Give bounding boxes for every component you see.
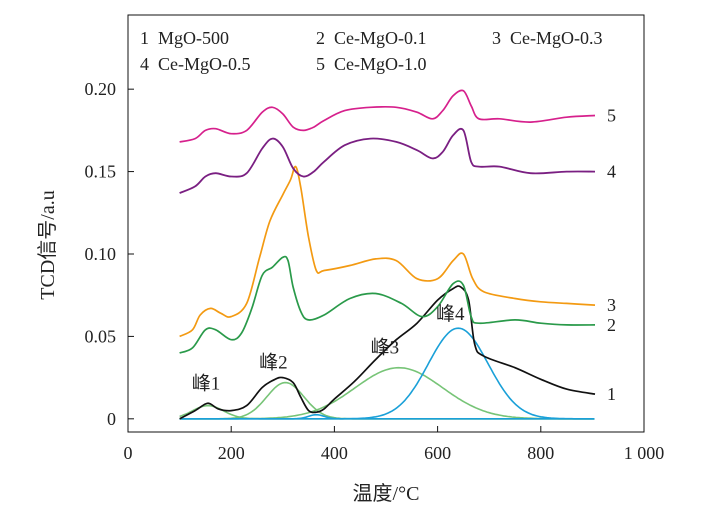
x-tick-label: 400 (321, 443, 348, 463)
series-line (179, 255, 596, 354)
x-axis-ticks: 0 200 400 600 800 1 000 (124, 426, 665, 463)
peak-labels: 峰1 峰2 峰3 峰4 (192, 303, 465, 394)
data-series (179, 89, 596, 420)
x-tick-label: 0 (124, 443, 133, 463)
fitted-peaks (179, 327, 595, 420)
fitted-peak-curve (179, 413, 595, 420)
y-tick-label: 0.05 (85, 326, 117, 346)
y-tick-label: 0.15 (85, 162, 117, 182)
legend-entry-5: 5 Ce-MgO-1.0 (316, 54, 427, 74)
curve-label: 2 (607, 315, 616, 335)
series-line (179, 285, 596, 420)
y-tick-label: 0.20 (85, 79, 117, 99)
y-tick-label: 0.10 (85, 244, 117, 264)
peak-label: 峰1 (192, 373, 221, 395)
peak-label: 峰3 (371, 337, 400, 359)
series-line (179, 89, 596, 143)
series-line (179, 165, 596, 338)
curve-label: 4 (607, 162, 616, 182)
curve-label: 5 (607, 106, 616, 126)
legend-entry-2: 2 Ce-MgO-0.1 (316, 28, 427, 48)
y-axis-ticks: 0 0.05 0.10 0.15 0.20 (85, 79, 134, 429)
legend: 1 MgO-500 2 Ce-MgO-0.1 3 Ce-MgO-0.3 4 Ce… (140, 28, 603, 74)
x-tick-label: 800 (527, 443, 554, 463)
y-axis-label: TCD信号/a.u (36, 190, 59, 299)
x-tick-label: 600 (424, 443, 451, 463)
legend-entry-4: 4 Ce-MgO-0.5 (140, 54, 251, 74)
legend-entry-1: 1 MgO-500 (140, 28, 229, 48)
series-line (179, 127, 596, 194)
x-tick-label: 1 000 (624, 443, 665, 463)
peak-label: 峰2 (259, 352, 288, 374)
plot-frame (127, 14, 645, 433)
curve-label: 3 (607, 295, 616, 315)
legend-entry-3: 3 Ce-MgO-0.3 (492, 28, 603, 48)
peak-label: 峰4 (436, 303, 465, 325)
x-axis-label: 温度/°C (353, 482, 420, 505)
curve-label: 1 (607, 384, 616, 404)
x-tick-label: 200 (218, 443, 245, 463)
y-tick-label: 0 (107, 409, 116, 429)
